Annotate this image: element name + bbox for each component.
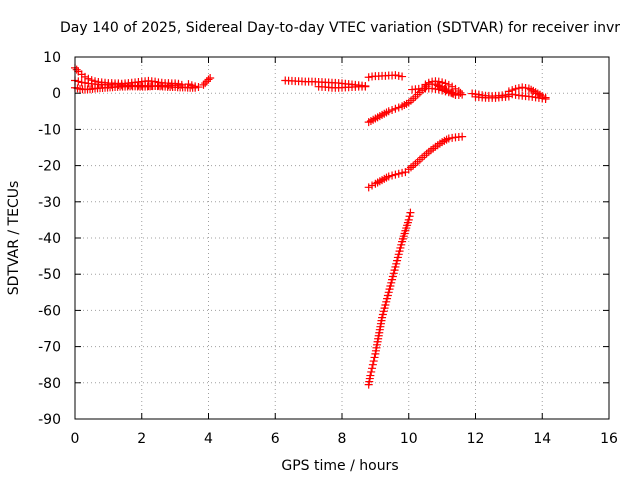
y-tick-label: -80	[38, 376, 61, 392]
data-point	[388, 106, 397, 115]
series-arc15	[508, 90, 550, 103]
data-point	[438, 78, 447, 87]
data-point	[458, 132, 467, 141]
data-point	[206, 73, 215, 82]
data-point	[391, 170, 400, 179]
y-tick-label: 10	[43, 50, 61, 66]
data-point	[514, 84, 523, 93]
data-point	[541, 94, 550, 103]
data-point	[384, 107, 393, 116]
data-point	[458, 90, 467, 99]
series-arc4	[184, 80, 203, 92]
data-point	[388, 171, 397, 180]
y-tick-label: -40	[38, 231, 61, 247]
data-point	[368, 360, 377, 369]
data-point	[398, 168, 407, 177]
data-point	[405, 212, 414, 221]
data-point	[369, 357, 378, 366]
data-point	[384, 172, 393, 181]
data-point	[441, 79, 450, 88]
x-tick-label: 8	[338, 431, 347, 447]
series-arc13	[471, 92, 513, 102]
x-tick-label: 2	[137, 431, 146, 447]
y-tick-label: -60	[38, 303, 61, 319]
y-tick-label: -10	[38, 122, 61, 138]
data-point	[72, 65, 81, 74]
series-arc11	[421, 77, 467, 99]
series-arc17	[364, 208, 415, 389]
x-tick-label: 6	[271, 431, 280, 447]
data-point	[394, 71, 403, 80]
data-point	[404, 215, 413, 224]
x-tick-labels: 0 2 4 6 8 10 12 14 16	[71, 431, 618, 447]
data-series	[71, 63, 550, 389]
x-tick-label: 4	[204, 431, 213, 447]
data-point	[366, 371, 375, 380]
y-tick-label: 0	[52, 86, 61, 102]
data-point	[201, 79, 210, 88]
data-point	[191, 82, 200, 91]
data-point	[394, 103, 403, 112]
data-point	[391, 71, 400, 80]
data-point	[367, 367, 376, 376]
y-tick-label: -70	[38, 340, 61, 356]
data-point	[370, 353, 379, 362]
y-tick-label: -50	[38, 267, 61, 283]
series-arc8	[364, 71, 407, 82]
data-point	[187, 81, 196, 90]
data-point	[434, 85, 443, 94]
y-tick-label: -20	[38, 159, 61, 175]
x-tick-label: 0	[71, 431, 80, 447]
data-point	[199, 80, 208, 89]
data-point	[368, 181, 377, 190]
y-axis-title: SDTVAR / TECUs	[6, 181, 22, 296]
y-tick-labels: 10 0 -10 -20 -30 -40 -50 -60 -70 -80 -90	[38, 50, 61, 428]
data-point	[391, 104, 400, 113]
data-point	[444, 88, 453, 97]
data-point	[368, 364, 377, 373]
x-axis-title: GPS time / hours	[281, 458, 398, 474]
series-arc3	[71, 76, 186, 90]
data-point	[444, 80, 453, 89]
data-point	[421, 80, 430, 89]
data-point	[434, 77, 443, 86]
data-point	[194, 83, 203, 92]
data-point	[406, 208, 415, 217]
series-arc7	[314, 82, 370, 92]
y-tick-label: -30	[38, 195, 61, 211]
data-point	[364, 183, 373, 192]
data-point	[441, 87, 450, 96]
series-arc16	[364, 132, 467, 192]
x-tick-label: 16	[600, 431, 618, 447]
data-point	[424, 78, 433, 87]
x-tick-label: 10	[400, 431, 418, 447]
data-point	[454, 87, 463, 96]
data-point	[74, 77, 83, 86]
data-point	[361, 82, 370, 91]
data-point	[438, 86, 447, 95]
data-point	[177, 80, 186, 89]
y-tick-label: -90	[38, 412, 61, 428]
grid	[75, 57, 609, 419]
data-point	[398, 72, 407, 81]
x-tick-label: 12	[467, 431, 485, 447]
data-point	[364, 73, 373, 82]
axis-ticks	[74, 56, 610, 420]
data-point	[184, 80, 193, 89]
chart-title: Day 140 of 2025, Sidereal Day-to-day VTE…	[60, 20, 620, 36]
x-tick-label: 14	[533, 431, 551, 447]
series-arc5	[199, 73, 215, 89]
data-point	[456, 88, 465, 97]
data-point	[204, 75, 213, 84]
data-point	[394, 169, 403, 178]
